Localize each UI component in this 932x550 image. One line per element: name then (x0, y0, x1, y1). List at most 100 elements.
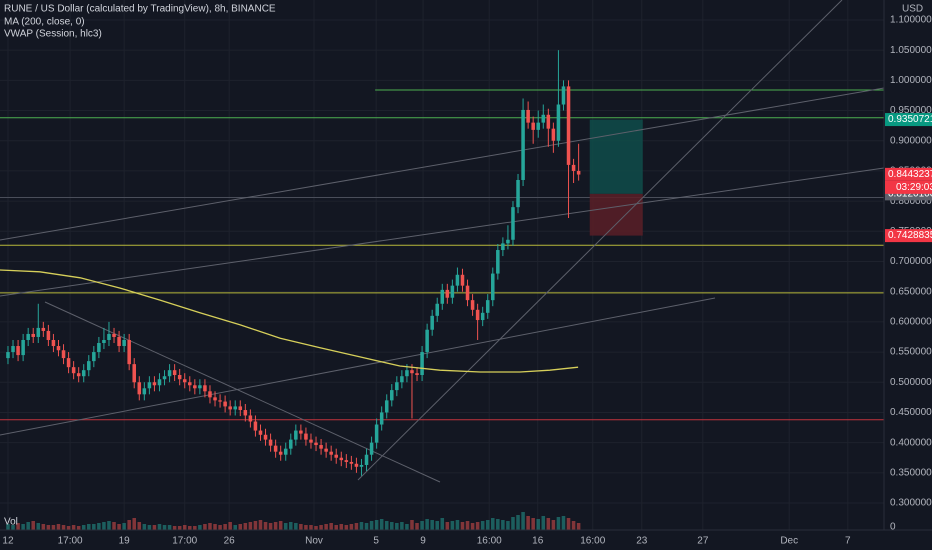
y-tick-label: 0.95000000 (890, 105, 932, 116)
volume-bar (425, 519, 429, 530)
candle-body (551, 128, 556, 141)
y-tick-label: 0.40000000 (890, 437, 932, 448)
candle-body (147, 382, 152, 389)
volume-bar (516, 515, 520, 530)
y-tick-label: 0.90000000 (890, 135, 932, 146)
volume-bar (132, 518, 136, 530)
volume-bar (112, 522, 116, 530)
volume-bar (299, 524, 303, 530)
candle-body (541, 114, 546, 123)
x-tick-label: 16 (532, 536, 544, 547)
candle-body (112, 333, 116, 337)
x-tick-label: 26 (224, 536, 236, 547)
x-tick-label: 27 (697, 536, 709, 547)
trend-line (357, 0, 843, 481)
candle-body (122, 339, 126, 347)
candle-body (152, 382, 157, 386)
candle-body (349, 461, 354, 464)
candle-body (511, 207, 515, 240)
candle-body (465, 285, 470, 301)
volume-bar (364, 523, 369, 530)
volume-bar (521, 512, 525, 530)
volume-bar (400, 522, 404, 530)
currency-label: USD (902, 4, 923, 15)
volume-bar (395, 523, 399, 530)
volume-bar (460, 522, 465, 530)
axes: 0.30000000 0.35000000 0.40000000 0.45000000… (2, 15, 932, 547)
candle-body (188, 382, 192, 386)
volume-bar (475, 522, 480, 530)
position-loss (589, 193, 643, 236)
candle-body (213, 397, 217, 401)
price-axis (884, 0, 932, 550)
y-tick-label: 1.00000000 (890, 75, 932, 86)
volume-bar (390, 522, 394, 530)
candle-body (6, 352, 10, 359)
grid (0, 0, 884, 530)
candle-body (223, 401, 227, 407)
drawings (0, 0, 885, 483)
candle-body (283, 448, 288, 455)
candle-body (435, 303, 439, 316)
candle-body (576, 170, 581, 175)
volume-bar (354, 523, 359, 530)
y-tick-label: 0.50000000 (890, 377, 932, 388)
volume-bar (344, 525, 349, 530)
volume-bar (66, 526, 71, 530)
volume-bar (81, 525, 86, 530)
volume-bar (263, 522, 268, 530)
candle-body (117, 336, 121, 347)
volume-bar (71, 525, 76, 530)
candle-body (172, 370, 177, 376)
candle-body (390, 390, 394, 401)
candle-body (92, 352, 96, 362)
volume-bar (6, 524, 10, 530)
price-label-box (885, 113, 932, 127)
candle-body (157, 379, 162, 386)
volume-bar (177, 526, 182, 530)
candle-body (324, 448, 328, 452)
volume-bar (248, 522, 253, 530)
candle-body (258, 430, 263, 435)
volume-bar (501, 520, 505, 530)
candle-body (193, 385, 197, 389)
y-tick-label: 0.60000000 (890, 317, 932, 328)
volume-bar (107, 521, 111, 530)
candle-body (359, 464, 364, 467)
volume-bar (551, 520, 556, 530)
candle-body (142, 388, 147, 395)
volume-bar (379, 519, 384, 530)
volume-bar (188, 526, 192, 530)
candle-body (268, 439, 273, 446)
candle-body (162, 376, 167, 380)
candle-body (132, 364, 136, 383)
x-tick-label: 12 (2, 536, 14, 547)
candle-body (56, 346, 61, 351)
volume-bar (329, 523, 333, 530)
trend-line (44, 301, 441, 483)
volume-bar (314, 526, 318, 530)
price-label-box (885, 167, 932, 181)
volume-bar (273, 522, 278, 530)
x-tick-label: 9 (420, 536, 426, 547)
indicator-label: MA (200, close, 0) (4, 17, 85, 28)
candle-body (253, 421, 258, 431)
volume-bar (122, 523, 126, 530)
candle-body (102, 339, 106, 344)
volume-bar (41, 524, 46, 530)
candle-body (561, 86, 566, 105)
candle-body (16, 346, 20, 356)
volume-bar (506, 521, 510, 530)
price-label: 0.93507210 (888, 114, 932, 125)
candle-body (450, 285, 455, 298)
candle-body (289, 439, 293, 449)
volume-bar (435, 521, 439, 530)
candle-body (208, 391, 212, 398)
candle-body (420, 352, 424, 376)
candle-body (445, 289, 450, 298)
candle-body (410, 370, 414, 374)
candle-body (26, 333, 30, 340)
volume-bar (117, 524, 121, 530)
y-tick-label: 1.10000000 (890, 15, 932, 26)
